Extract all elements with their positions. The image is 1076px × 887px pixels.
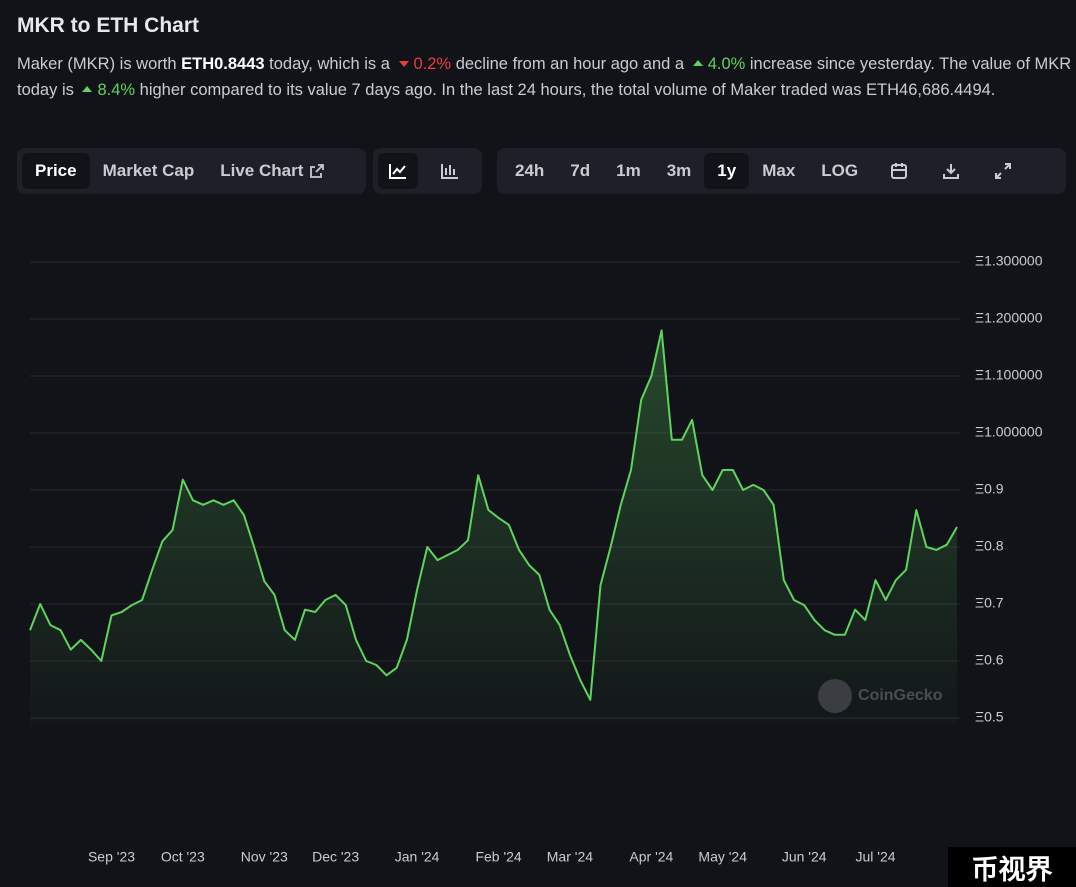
x-tick-label: Mar '24 — [547, 849, 593, 865]
range-button[interactable]: 3m — [666, 161, 692, 180]
external-icon — [310, 164, 325, 178]
x-tick-label: Nov '23 — [241, 849, 288, 865]
chart-style-group — [373, 148, 482, 194]
range-group: 24h 7d 1m 3m 1y Max LOG — [497, 148, 1066, 194]
area — [30, 330, 957, 725]
watermark: CoinGecko — [858, 687, 943, 704]
y-tick-label: Ξ1.200000 — [975, 310, 1043, 326]
x-tick-label: Sep '23 — [88, 849, 135, 865]
description-part: 0.2% — [395, 55, 452, 73]
description-part: 4.0% — [689, 55, 746, 73]
description-part: today, which is a — [264, 55, 395, 73]
y-tick-label: Ξ1.300000 — [975, 253, 1043, 269]
tab-group: Price Market Cap Live Chart — [17, 148, 366, 194]
tab[interactable]: Price — [22, 153, 90, 189]
y-tick-label: Ξ0.9 — [975, 481, 1004, 497]
description-part: 8.4% — [78, 81, 135, 99]
x-tick-label: Jul '24 — [855, 849, 895, 865]
calendar-icon[interactable] — [879, 153, 919, 189]
candle-icon[interactable] — [430, 153, 470, 189]
tab[interactable]: Market Cap — [102, 161, 195, 180]
y-tick-label: Ξ1.100000 — [975, 367, 1043, 383]
y-tick-label: Ξ0.5 — [975, 709, 1004, 725]
download-icon[interactable] — [931, 153, 971, 189]
x-tick-label: Dec '23 — [312, 849, 359, 865]
description-part: increase since yesterday. The value of M… — [17, 55, 1072, 99]
description: Maker (MKR) is worth ETH0.8443 today, wh… — [17, 52, 1072, 103]
x-tick-label: Apr '24 — [629, 849, 673, 865]
x-tick-label: Jun '24 — [782, 849, 827, 865]
watermark-logo — [818, 679, 852, 713]
description-part: decline from an hour ago and a — [451, 55, 689, 73]
range-button[interactable]: 1y — [704, 153, 750, 189]
y-tick-label: Ξ0.7 — [975, 595, 1004, 611]
price-line — [29, 329, 958, 701]
fullscreen-icon[interactable] — [983, 153, 1023, 189]
badge: 币视界 — [948, 847, 1076, 887]
range-button[interactable]: 24h — [515, 161, 545, 180]
range-button[interactable]: Max — [762, 161, 796, 180]
y-tick-label: Ξ0.6 — [975, 652, 1004, 668]
range-button[interactable]: LOG — [821, 161, 859, 180]
y-tick-label: Ξ0.8 — [975, 538, 1004, 554]
title: MKR to ETH Chart — [17, 14, 199, 37]
description-part: higher compared to its value 7 days ago.… — [135, 80, 996, 99]
x-tick-label: May '24 — [698, 849, 747, 865]
x-tick-label: Feb '24 — [475, 849, 521, 865]
x-tick-label: Jan '24 — [395, 849, 440, 865]
range-button[interactable]: 1m — [616, 161, 641, 180]
tab[interactable]: Live Chart — [207, 153, 338, 189]
description-part: Maker (MKR) is worth — [17, 55, 182, 73]
description-part: ETH0.8443 — [181, 55, 265, 73]
range-button[interactable]: 7d — [570, 161, 591, 180]
x-tick-label: Oct '23 — [161, 849, 205, 865]
tab-label: Live Chart — [220, 161, 304, 180]
y-tick-label: Ξ1.000000 — [975, 424, 1043, 440]
line-icon[interactable] — [378, 153, 418, 189]
